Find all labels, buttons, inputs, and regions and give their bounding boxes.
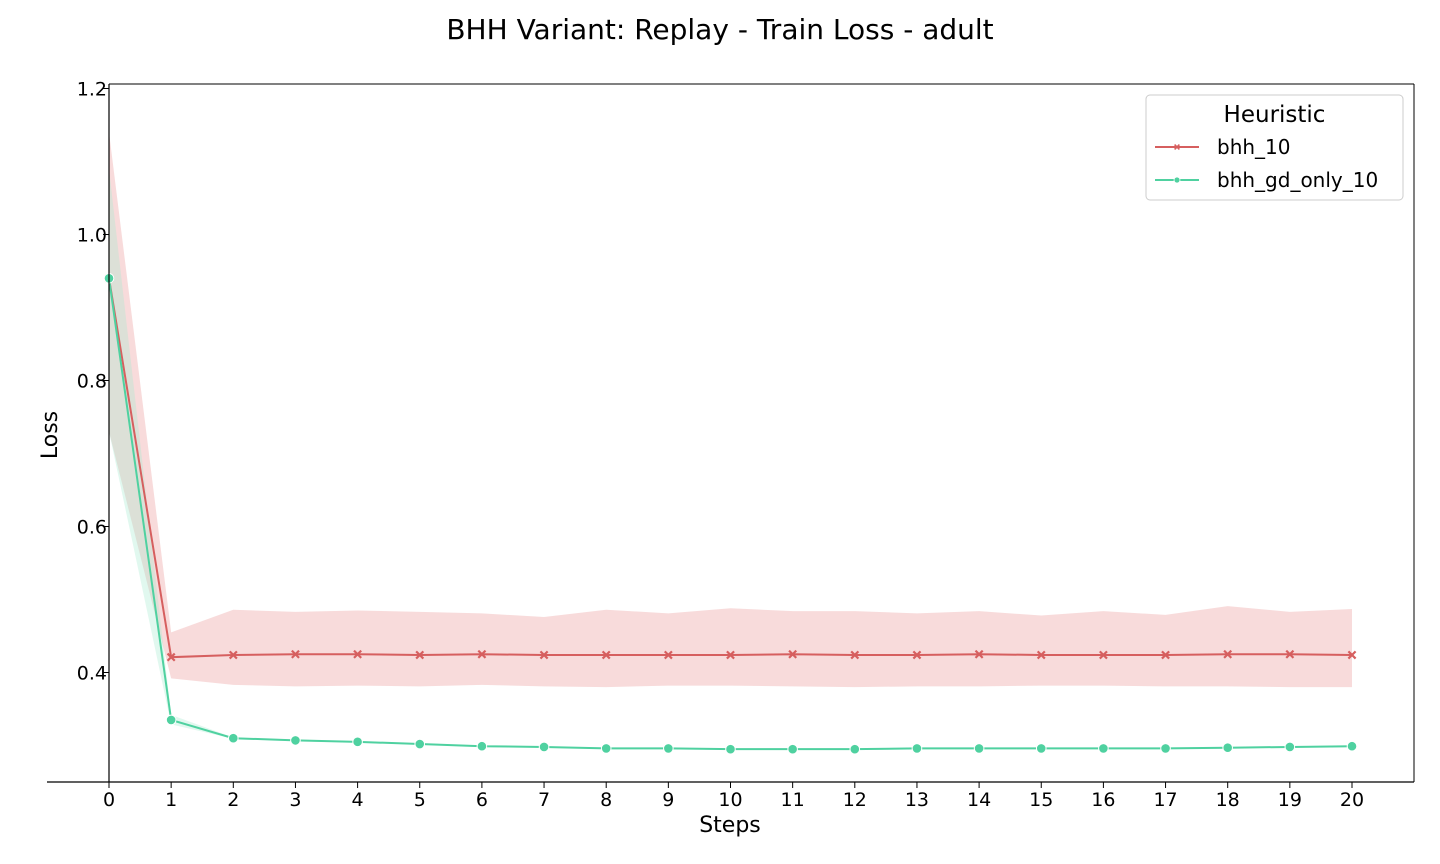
point-bhh-gd-only-10-15 — [1035, 743, 1047, 754]
point-bhh-gd-only-10-13 — [911, 743, 923, 754]
plot-frame — [109, 83, 1415, 782]
x-ticks: 0 1 2 3 4 5 6 7 8 9 10 11 12 13 14 15 16 17 18 19 20 — [103, 782, 1364, 811]
y-tick-label-1.2: 1.2 — [77, 79, 107, 101]
point-bhh-10-2 — [228, 650, 238, 660]
point-bhh-gd-only-10-6 — [476, 740, 488, 752]
x-tick-label-11: 11 — [781, 789, 805, 811]
x-tick-label-4: 4 — [352, 789, 364, 811]
point-bhh-10-20 — [1347, 650, 1357, 660]
point-bhh-gd-only-10-18 — [1222, 742, 1233, 753]
point-bhh-gd-only-10-14 — [973, 743, 985, 754]
x-tick-label-19: 19 — [1278, 789, 1302, 811]
point-bhh-gd-only-10-2 — [228, 732, 239, 744]
point-bhh-10-4 — [353, 649, 362, 659]
point-bhh-10-15 — [1036, 650, 1046, 660]
y-tick-label-0.6: 0.6 — [77, 517, 107, 539]
x-tick-label-8: 8 — [600, 789, 612, 811]
point-bhh-gd-only-10-1 — [165, 714, 177, 726]
point-bhh-10-9 — [663, 650, 673, 660]
point-bhh-10-11 — [788, 649, 798, 659]
point-bhh-gd-only-10-20 — [1346, 740, 1358, 752]
point-bhh-gd-only-10-10 — [725, 743, 736, 755]
point-bhh-gd-only-10-3 — [290, 735, 301, 746]
point-bhh-gd-only-10-9 — [663, 743, 674, 754]
point-bhh-gd-only-10-7 — [538, 741, 550, 753]
legend-title: Heuristic — [1224, 102, 1326, 128]
legend-box — [1145, 94, 1404, 201]
x-tick-label-6: 6 — [476, 789, 488, 811]
x-tick-label-20: 20 — [1340, 789, 1364, 811]
legend-label-bhh-10: bhh_10 — [1217, 135, 1291, 159]
legend-items: bhh_10 bhh_gd_only_10 — [1155, 135, 1378, 192]
point-bhh-gd-only-10-19 — [1284, 741, 1296, 753]
y-ticks: 0.4 0.6 0.8 1.0 1.2 — [77, 79, 109, 685]
point-bhh-gd-only-10-16 — [1098, 743, 1109, 754]
x-tick-label-3: 3 — [289, 789, 301, 811]
x-tick-label-18: 18 — [1216, 789, 1240, 811]
chart-title: BHH Variant: Replay - Train Loss - adult — [446, 13, 993, 46]
point-bhh-gd-only-10-5 — [414, 738, 426, 750]
x-axis-label: Steps — [699, 813, 761, 838]
y-axis-label: Loss — [38, 411, 63, 459]
point-bhh-10-12 — [850, 650, 860, 660]
x-tick-label-16: 16 — [1091, 789, 1115, 811]
legend-label-bhh-gd-only-10: bhh_gd_only_10 — [1217, 168, 1378, 192]
band-bhh-10 — [109, 132, 1352, 688]
legend-item-bhh-gd-only-10: bhh_gd_only_10 — [1155, 168, 1378, 192]
point-bhh-10-18 — [1223, 649, 1233, 659]
point-bhh-gd-only-10-12 — [849, 743, 861, 755]
point-bhh-gd-only-10-17 — [1160, 743, 1171, 754]
x-tick-label-10: 10 — [718, 789, 742, 811]
confidence-bands — [109, 132, 1352, 750]
point-bhh-10-19 — [1285, 649, 1295, 659]
y-tick-label-0.8: 0.8 — [77, 371, 107, 393]
y-tick-label-1: 1.0 — [77, 225, 107, 247]
series-markers — [103, 273, 1358, 755]
x-tick-label-0: 0 — [103, 789, 115, 811]
point-bhh-10-14 — [974, 649, 984, 659]
legend: Heuristic bhh_10 bhh_gd_only_10 — [1145, 94, 1404, 201]
x-tick-label-12: 12 — [843, 789, 867, 811]
point-bhh-10-7 — [539, 650, 549, 660]
point-bhh-10-5 — [415, 650, 425, 660]
point-bhh-10-10 — [726, 650, 735, 660]
point-bhh-10-3 — [291, 649, 300, 659]
x-tick-label-9: 9 — [662, 789, 674, 811]
x-tick-label-17: 17 — [1153, 789, 1177, 811]
point-bhh-10-6 — [477, 649, 487, 659]
x-tick-label-7: 7 — [538, 789, 550, 811]
point-bhh-gd-only-10-4 — [352, 736, 363, 748]
x-tick-label-14: 14 — [967, 789, 991, 811]
point-bhh-10-8 — [601, 650, 611, 660]
x-tick-label-15: 15 — [1029, 789, 1053, 811]
point-bhh-gd-only-10-8 — [600, 743, 612, 754]
point-bhh-10-16 — [1099, 650, 1108, 660]
x-tick-label-2: 2 — [227, 789, 239, 811]
y-tick-label-0.4: 0.4 — [77, 663, 107, 685]
legend-item-bhh-10: bhh_10 — [1155, 135, 1291, 159]
point-bhh-10-1 — [166, 652, 176, 662]
line-bhh-10 — [108, 278, 1353, 659]
point-bhh-10-13 — [912, 650, 922, 660]
x-tick-label-5: 5 — [414, 789, 426, 811]
point-bhh-gd-only-10-11 — [787, 743, 798, 755]
x-tick-label-13: 13 — [905, 789, 929, 811]
point-bhh-10-17 — [1161, 650, 1170, 660]
x-tick-label-1: 1 — [165, 789, 177, 811]
